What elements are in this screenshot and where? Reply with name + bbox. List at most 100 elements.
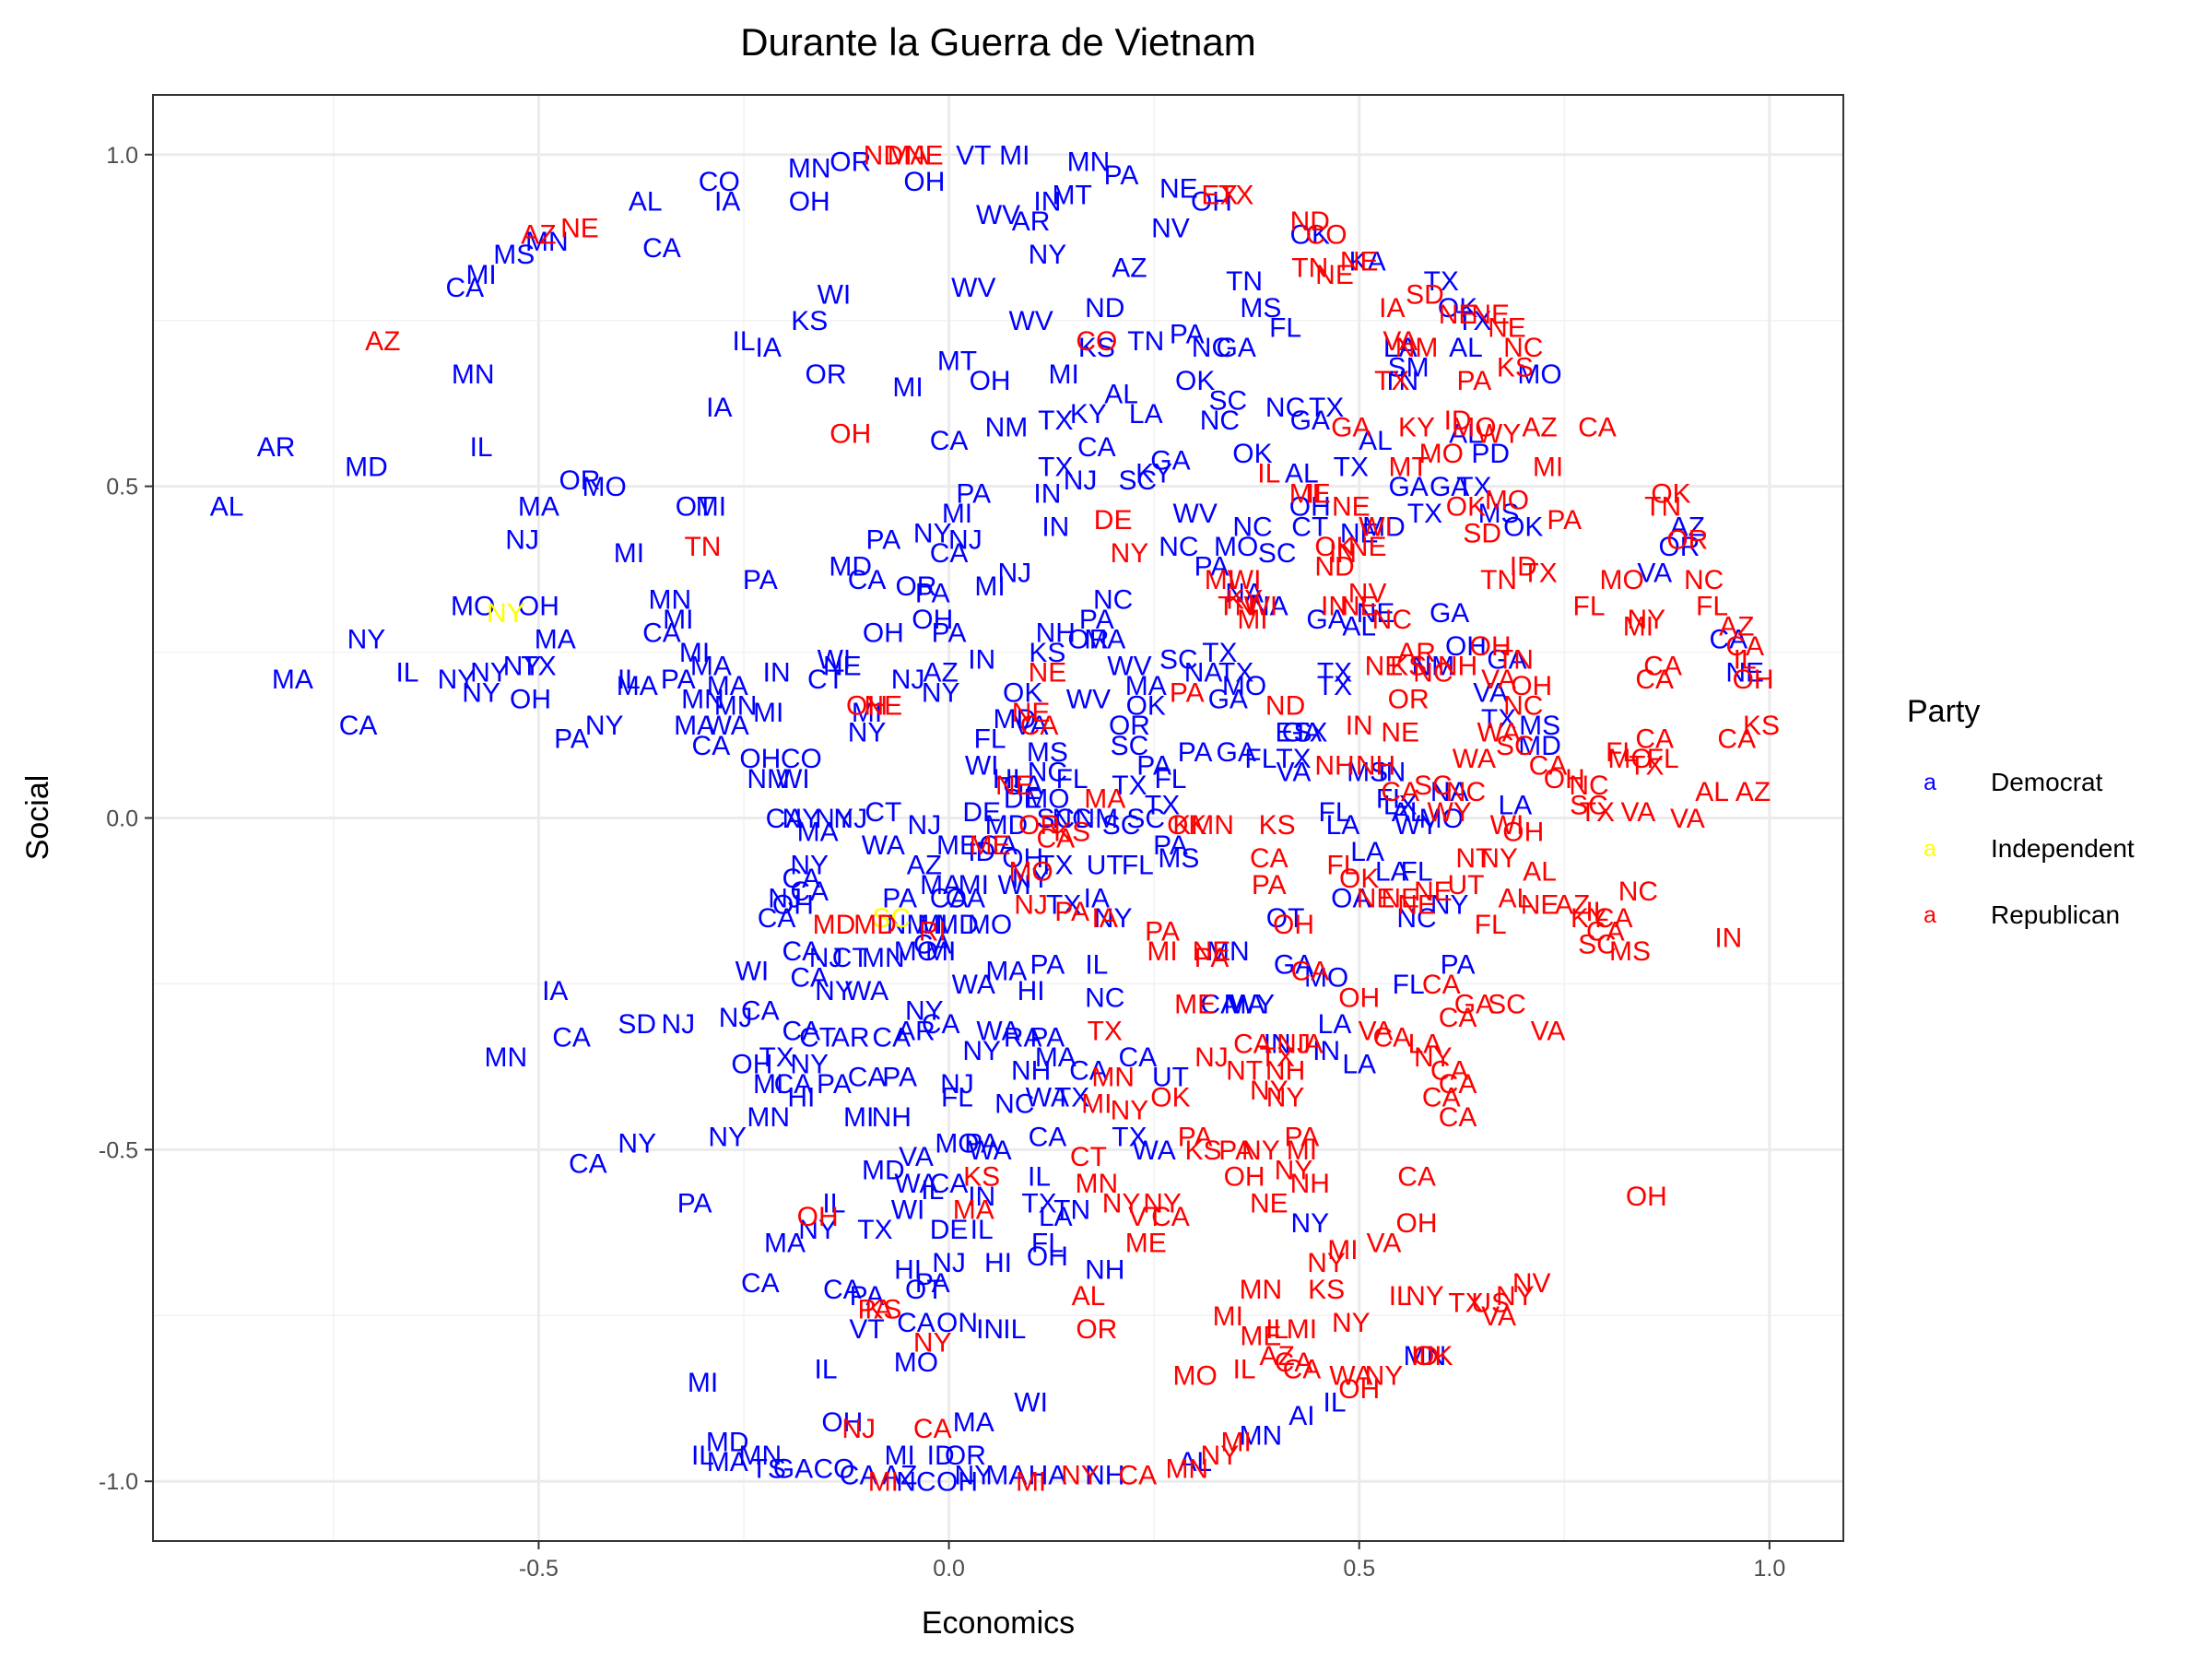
data-point-republican: PA [1178, 1122, 1213, 1152]
data-point-democrat: PA [1170, 320, 1205, 350]
data-point-republican: NE [1315, 260, 1354, 290]
data-point-democrat: NC [1232, 512, 1272, 542]
data-point-democrat: NM [1076, 804, 1119, 834]
data-point-democrat: NY [503, 651, 542, 681]
data-point-democrat: NJ [948, 525, 982, 556]
data-point-democrat: MO [968, 910, 1012, 940]
y-tick-label: -1.0 [99, 1469, 138, 1495]
data-point-republican: OH [1502, 817, 1544, 847]
data-point-democrat: WV [1173, 499, 1218, 529]
legend-title: Party [1907, 694, 1980, 729]
data-point-republican: TX [1580, 797, 1615, 828]
data-point-democrat: SC [1111, 731, 1149, 761]
data-point-democrat: IN [968, 644, 995, 675]
data-point-republican: OH [1224, 1162, 1265, 1193]
data-point-democrat: NY [1290, 1208, 1329, 1239]
data-point-democrat: CA [445, 273, 484, 303]
data-point-democrat: OH [789, 187, 830, 218]
data-point-democrat: AL [1449, 419, 1483, 450]
data-point-republican: NH [1265, 1055, 1305, 1086]
data-point-republican: DE [1094, 505, 1133, 535]
data-point-democrat: TX [1202, 638, 1237, 668]
data-point-republican: OK [1413, 1341, 1453, 1371]
data-point-democrat: FL [941, 1082, 973, 1112]
data-point-republican: NJ [1194, 1042, 1229, 1073]
data-point-republican: AZ [521, 220, 556, 251]
y-axis: -1.0 -0.5 0.0 0.5 1.0 [99, 143, 153, 1495]
data-point-democrat: NY [798, 1215, 837, 1245]
data-point-democrat: SD [618, 1009, 656, 1040]
data-point-democrat: HA [1029, 1461, 1067, 1491]
data-point-democrat: PA [661, 665, 696, 695]
data-point-democrat: NY [708, 1122, 747, 1152]
data-point-democrat: PA [915, 1268, 950, 1299]
data-point-republican: NY [1201, 1441, 1240, 1471]
data-point-republican: MI [1081, 1088, 1112, 1119]
data-point-democrat: OK [1438, 293, 1477, 324]
data-point-democrat: NH [872, 1102, 912, 1133]
data-point-democrat: TX [1046, 890, 1081, 921]
data-point-democrat: TX [1424, 266, 1459, 297]
data-point-democrat: WI [965, 750, 999, 781]
data-point-democrat: LA [1318, 1009, 1352, 1040]
data-point-democrat: CA [790, 963, 829, 994]
data-point-democrat: MN [681, 684, 724, 714]
data-point-republican: MI [1213, 1301, 1243, 1332]
data-point-republican: NC [1684, 565, 1724, 595]
data-point-republican: KY [1226, 584, 1263, 615]
data-point-democrat: CA [741, 996, 780, 1027]
data-point-democrat: SC [1036, 804, 1075, 834]
data-point-democrat: MS [1478, 499, 1520, 529]
data-point-democrat: OR [559, 465, 600, 496]
data-point-democrat: TX [1317, 671, 1352, 701]
data-point-democrat: CA [930, 883, 969, 913]
data-point-democrat: PA [1030, 949, 1065, 980]
data-point-democrat: MA [707, 671, 748, 701]
data-point-republican: NE [865, 691, 903, 722]
data-point-democrat: PA [1136, 750, 1171, 781]
data-point-democrat: MN [649, 584, 692, 615]
data-point-republican: TX [1448, 1288, 1483, 1318]
data-point-democrat: VA [1473, 677, 1508, 708]
data-point-democrat: MI [892, 372, 923, 403]
data-point-democrat: MN [525, 227, 569, 257]
data-point-republican: MO [1607, 744, 1652, 774]
data-point-democrat: IA [706, 393, 732, 423]
data-point-democrat: NC [1093, 584, 1133, 615]
data-point-democrat: CA [692, 731, 731, 761]
data-point-republican: CA [1643, 651, 1682, 681]
data-point-democrat: NJ [1064, 465, 1098, 496]
data-point-republican: VA [1621, 797, 1656, 828]
data-point-democrat: GA [1430, 472, 1469, 502]
data-point-republican: ND [1314, 552, 1354, 582]
data-point-republican: CA [1372, 1023, 1411, 1053]
data-point-republican: ME [1240, 1321, 1281, 1351]
data-point-republican: NE [1012, 698, 1051, 728]
data-point-democrat: OH [936, 1467, 978, 1498]
data-point-democrat: NA [1430, 777, 1469, 807]
data-point-democrat: NA [1225, 578, 1264, 608]
data-point-democrat: IL [1028, 1162, 1051, 1193]
data-point-democrat: AZ [882, 1461, 917, 1491]
data-point-democrat: VA [1637, 559, 1672, 589]
data-point-republican: OH [1511, 671, 1552, 701]
data-point-republican: OK [1314, 532, 1354, 562]
data-point-democrat: TX [1021, 1188, 1056, 1218]
legend-key-republican: a [1924, 902, 1936, 928]
data-point-republican: NE [1439, 300, 1477, 330]
data-point-democrat: KY [1135, 459, 1172, 489]
data-point-republican: EX [1201, 180, 1238, 210]
data-point-republican: AZ [1719, 611, 1754, 641]
data-point-democrat: GA [1217, 737, 1256, 768]
data-point-democrat: MN [1067, 147, 1111, 177]
data-point-democrat: PA [677, 1188, 712, 1218]
data-point-democrat: NH [1036, 618, 1076, 648]
data-point-republican: PA [1145, 916, 1180, 947]
data-point-republican: NE [1193, 936, 1231, 967]
data-point-republican: NY [913, 1328, 952, 1359]
data-point-democrat: FL [1031, 1229, 1064, 1259]
data-point-republican: CA [1725, 631, 1764, 662]
data-point-democrat: TX [759, 1042, 794, 1073]
data-point-democrat: NM [1412, 651, 1455, 681]
data-point-democrat: MN [1206, 936, 1250, 967]
